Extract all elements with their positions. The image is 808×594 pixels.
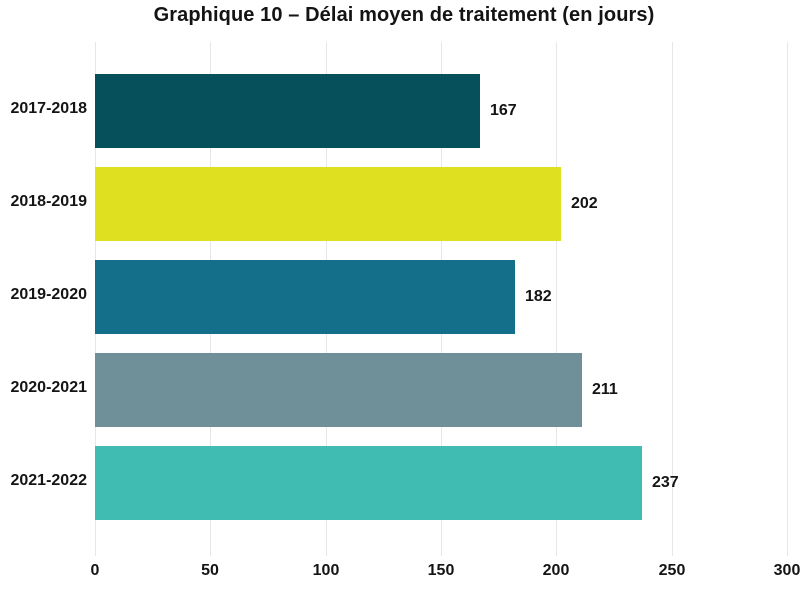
x-tick-label-50: 50 [201, 562, 219, 579]
bar-2021-2022 [95, 446, 642, 520]
bar-value-label-2018-2019: 202 [571, 195, 598, 212]
x-tick-label-300: 300 [773, 562, 801, 579]
bar-row-2018-2019: 202 [95, 155, 787, 248]
bar-row-2017-2018: 167 [95, 62, 787, 155]
plot-area: 167 202 182 211 237 [95, 62, 787, 527]
bar-2017-2018 [95, 74, 480, 148]
category-label-2017-2018: 2017-2018 [10, 99, 87, 117]
category-label-2020-2021: 2020-2021 [10, 378, 87, 396]
x-axis-tick-labels: 0 50 100 150 200 250 300 [91, 562, 801, 586]
bar-value-label-2021-2022: 237 [652, 474, 679, 491]
bar-2020-2021 [95, 353, 582, 427]
bar-value-label-2017-2018: 167 [490, 102, 517, 119]
gridline-200 [556, 42, 557, 556]
bar-row-2020-2021: 211 [95, 341, 787, 434]
gridline-300 [787, 42, 788, 556]
chart-title: Graphique 10 – Délai moyen de traitement… [153, 4, 655, 26]
bar-value-label-2019-2020: 182 [525, 288, 552, 305]
bar-2018-2019 [95, 167, 561, 241]
category-label-2019-2020: 2019-2020 [10, 285, 87, 303]
gridline-250 [672, 42, 673, 556]
bar-value-label-2020-2021: 211 [592, 381, 618, 398]
bar-row-2019-2020: 182 [95, 248, 787, 341]
x-tick-label-150: 150 [427, 562, 455, 579]
bar-row-2021-2022: 237 [95, 434, 787, 527]
x-tick-label-200: 200 [542, 562, 570, 579]
category-label-2018-2019: 2018-2019 [10, 192, 87, 210]
x-tick-label-100: 100 [312, 562, 340, 579]
category-label-2021-2022: 2021-2022 [10, 471, 87, 489]
x-tick-label-0: 0 [90, 562, 100, 579]
category-axis-labels: 2017-2018 2018-2019 2019-2020 2020-2021 2021… [0, 62, 87, 527]
x-tick-label-250: 250 [658, 562, 686, 579]
bar-2019-2020 [95, 260, 515, 334]
